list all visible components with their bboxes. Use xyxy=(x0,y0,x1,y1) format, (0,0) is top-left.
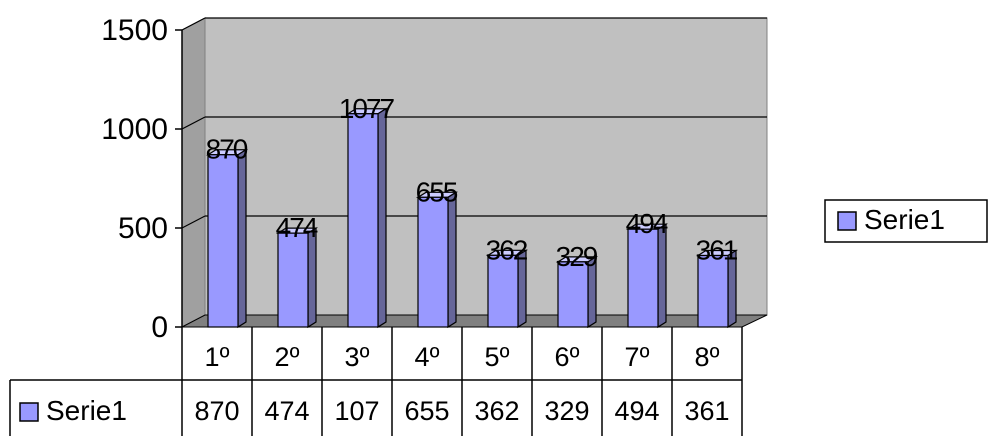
bars xyxy=(205,107,739,329)
category-label: 5º xyxy=(485,342,510,372)
legend: Serie1 xyxy=(824,199,988,243)
y-tick-label: 1500 xyxy=(101,14,168,47)
data-label: 494 xyxy=(626,208,668,239)
table-value: 361 xyxy=(684,396,729,426)
category-label: 6º xyxy=(555,342,580,372)
category-label: 4º xyxy=(415,342,440,372)
data-label: 362 xyxy=(486,234,528,265)
bar-side xyxy=(237,148,247,329)
data-label: 329 xyxy=(556,241,598,272)
data-table-dividers xyxy=(251,327,673,436)
plot-floor xyxy=(181,314,768,328)
gridline-side xyxy=(181,116,206,130)
table-value: 474 xyxy=(264,396,309,426)
y-tick-label: 0 xyxy=(151,311,168,344)
category-label: 7º xyxy=(625,342,650,372)
bar xyxy=(205,148,249,329)
bar xyxy=(275,227,319,329)
data-label: 655 xyxy=(416,176,458,207)
legend-label: Serie1 xyxy=(864,204,945,235)
bar xyxy=(625,223,669,329)
plot-side-wall xyxy=(181,17,206,328)
data-label: 1077 xyxy=(339,93,395,124)
bar-front xyxy=(487,254,519,328)
y-axis-ticks: 0 500 1000 1500 xyxy=(101,14,182,344)
bar-front xyxy=(207,154,239,328)
bar-front xyxy=(557,261,589,328)
category-labels: 1º 2º 3º 4º 5º 6º 7º 8º xyxy=(205,342,720,372)
bar xyxy=(485,249,529,329)
category-label: 2º xyxy=(275,342,300,372)
table-value: 329 xyxy=(544,396,589,426)
category-label: 1º xyxy=(205,342,230,372)
bar xyxy=(415,191,459,329)
bar-side xyxy=(447,191,457,329)
bar xyxy=(555,255,599,329)
category-label: 3º xyxy=(345,342,370,372)
data-table-values: 870 474 107 655 362 329 494 361 xyxy=(194,396,729,426)
table-value: 870 xyxy=(194,396,239,426)
table-value: 107 xyxy=(334,396,379,426)
legend-swatch xyxy=(837,211,857,231)
bar xyxy=(695,249,739,329)
data-labels: 870 474 1077 655 362 329 494 361 xyxy=(206,93,740,272)
bar xyxy=(345,107,389,329)
bar-front xyxy=(627,228,659,328)
y-tick-label: 1000 xyxy=(101,113,168,146)
bar-front xyxy=(347,113,379,328)
bar-side xyxy=(377,107,387,329)
table-value: 655 xyxy=(404,396,449,426)
table-value: 494 xyxy=(614,396,659,426)
gridlines xyxy=(181,17,767,229)
data-label: 870 xyxy=(206,134,248,165)
table-series-key xyxy=(19,402,39,422)
bar-front xyxy=(697,254,729,328)
bar-side xyxy=(657,223,667,329)
data-label: 474 xyxy=(276,212,318,243)
data-table xyxy=(9,327,743,436)
y-tick-label: 500 xyxy=(118,212,168,245)
gridline-side xyxy=(181,17,206,31)
category-label: 8º xyxy=(695,342,720,372)
table-series-name: Serie1 xyxy=(46,395,127,426)
table-value: 362 xyxy=(474,396,519,426)
gridline-side xyxy=(181,215,206,229)
data-label: 361 xyxy=(696,235,738,266)
bar-front xyxy=(277,232,309,328)
bar-front xyxy=(417,196,449,328)
